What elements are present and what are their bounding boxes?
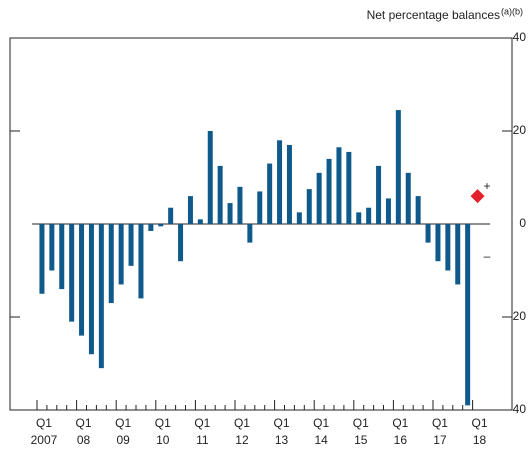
bar <box>455 224 461 285</box>
bar <box>108 224 114 304</box>
bar <box>138 224 144 299</box>
bar <box>376 165 382 224</box>
x-tick-label: Q1 <box>353 416 369 430</box>
x-tick-label: Q1 <box>432 416 448 430</box>
x-tick-label: Q1 <box>194 416 210 430</box>
x-year-label: 11 <box>196 433 209 447</box>
bar <box>385 198 391 224</box>
x-tick-label: Q1 <box>313 416 329 430</box>
y-tick-label: 40 <box>513 30 527 44</box>
bar <box>197 219 203 224</box>
x-tick-label: Q1 <box>76 416 92 430</box>
y-tick-label: 20 <box>513 309 527 323</box>
x-tick-label: Q1 <box>392 416 408 430</box>
x-year-label: 17 <box>433 433 447 447</box>
x-tick-label: Q1 <box>274 416 290 430</box>
x-year-label: 15 <box>354 433 368 447</box>
bar <box>277 140 283 224</box>
x-year-label: 13 <box>275 433 289 447</box>
bar <box>257 191 263 224</box>
bar <box>425 224 431 243</box>
bar <box>267 163 273 224</box>
y-tick-label: 40 <box>513 402 527 416</box>
x-tick-label: Q1 <box>36 416 52 430</box>
bar <box>286 144 292 224</box>
bar <box>306 189 312 224</box>
x-year-label: 2007 <box>31 433 58 447</box>
bar <box>168 207 174 224</box>
axis-title-note: (a)(b) <box>501 6 523 16</box>
bar <box>217 165 223 224</box>
x-year-label: 09 <box>116 433 130 447</box>
y-tick-label: 0 <box>519 216 526 230</box>
bar <box>178 224 184 262</box>
minus-sign: – <box>484 249 491 263</box>
bar <box>59 224 65 290</box>
bar <box>326 158 332 224</box>
x-tick-label: Q1 <box>472 416 488 430</box>
diamond-marker <box>470 189 485 204</box>
bar <box>316 172 322 224</box>
bar <box>39 224 45 294</box>
bar <box>207 131 213 224</box>
bar <box>118 224 124 285</box>
bar <box>237 186 243 224</box>
x-tick-label: Q1 <box>155 416 171 430</box>
bar <box>445 224 451 271</box>
bar <box>435 224 441 262</box>
x-year-label: 16 <box>394 433 408 447</box>
bar <box>148 224 154 231</box>
bar <box>98 224 104 369</box>
bar <box>247 224 253 243</box>
x-year-label: 14 <box>314 433 328 447</box>
x-year-label: 08 <box>77 433 91 447</box>
bar <box>366 207 372 224</box>
bar <box>395 110 401 224</box>
bar <box>465 224 471 406</box>
x-tick-label: Q1 <box>234 416 250 430</box>
bar <box>158 224 164 227</box>
bar <box>49 224 55 271</box>
x-year-label: 12 <box>235 433 249 447</box>
bar <box>415 196 421 224</box>
bar <box>405 172 411 224</box>
axis-title: Net percentage balances <box>367 8 500 22</box>
y-tick-label: 20 <box>513 123 527 137</box>
plus-sign: + <box>483 179 490 193</box>
bar <box>69 224 75 322</box>
bar <box>187 196 193 224</box>
bar <box>128 224 134 266</box>
bar <box>356 212 362 224</box>
bar <box>346 151 352 224</box>
bar <box>336 147 342 224</box>
bar <box>79 224 85 336</box>
x-year-label: 18 <box>473 433 487 447</box>
x-tick-label: Q1 <box>115 416 131 430</box>
bar <box>296 212 302 224</box>
x-year-label: 10 <box>156 433 170 447</box>
bar <box>227 203 233 224</box>
plot-frame <box>9 37 513 411</box>
bar <box>88 224 94 355</box>
